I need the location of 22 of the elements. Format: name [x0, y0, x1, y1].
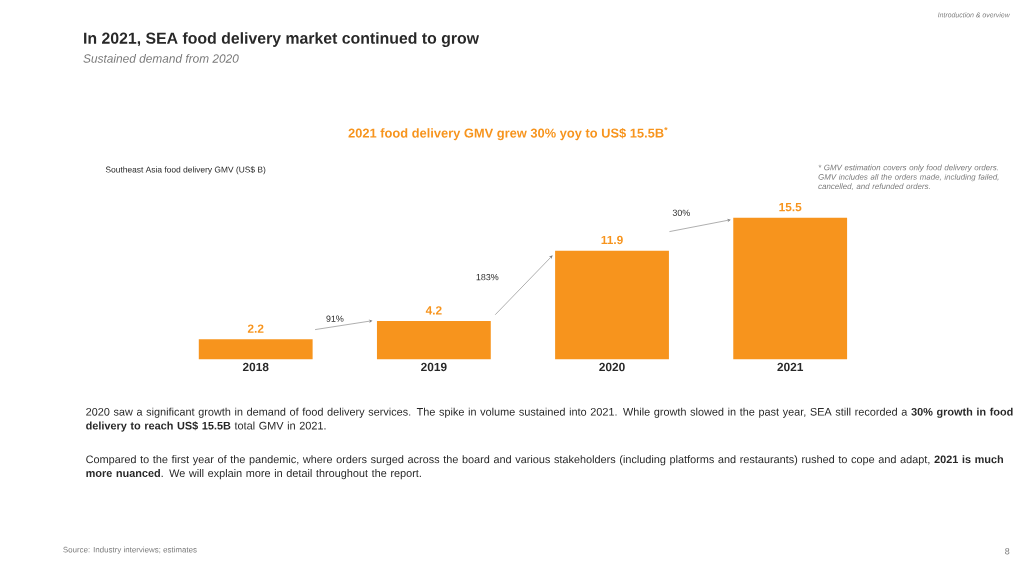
x-tick-label: 2018 [242, 362, 269, 372]
x-tick-label: 2020 [599, 362, 625, 372]
annotation: 183% [476, 273, 499, 281]
x-tick-label: 2019 [421, 362, 447, 372]
bar [376, 320, 491, 360]
text: 8 [1005, 548, 1010, 555]
chart-title: In 2021, SEA food delivery market continued to grow [84, 32, 480, 47]
annotation: 91% [326, 315, 344, 322]
chart-subtitle: Sustained demand from 2020 [83, 54, 239, 63]
text: 2020 saw a significant growth in demand of food delivery services. The spike in volume sustained into 2021. While growth slowed in the past year, SEA still recorded a 30% growth in food delivery to reach US$ 15.5B total GMV in 2021. [86, 407, 1013, 432]
text: 30% [672, 209, 690, 216]
bar [733, 217, 848, 360]
data-label: 11.9 [601, 235, 623, 245]
text: 2021 food delivery GMV grew 30% yoy to US$ 15.5B$^{*}$ [348, 126, 668, 141]
data-label: 2.2 [247, 324, 264, 333]
data-label: 4.2 [425, 306, 442, 315]
bar [198, 339, 313, 360]
text: Compared to the first year of the pandemic, where orders surged across the board and various stakeholders (including platforms and restaurants) rushed to cope and adapt, 2021 is much more nuanced. We will explain more in detail throughout the report. [86, 455, 1004, 480]
bar [555, 250, 669, 360]
data-label: 15.5 [779, 202, 802, 212]
x-tick-label: 2021 [777, 362, 804, 372]
text: Southeast Asia food delivery GMV (US$ B) [105, 166, 266, 175]
